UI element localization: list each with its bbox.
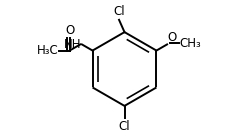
Text: Cl: Cl bbox=[119, 120, 130, 132]
Text: H₃C: H₃C bbox=[37, 44, 58, 57]
Text: O: O bbox=[168, 31, 177, 44]
Text: NH: NH bbox=[64, 38, 81, 51]
Text: Cl: Cl bbox=[113, 6, 125, 18]
Text: O: O bbox=[65, 24, 74, 37]
Text: CH₃: CH₃ bbox=[179, 37, 201, 50]
